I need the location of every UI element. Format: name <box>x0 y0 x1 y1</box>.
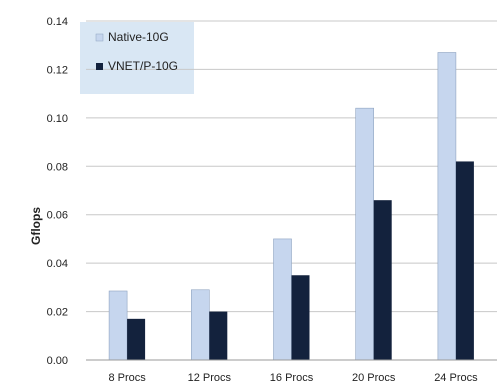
y-axis-label: Gflops <box>29 207 43 245</box>
y-tick-label: 0.10 <box>47 113 68 125</box>
bar-vnet-12-procs <box>209 311 228 360</box>
legend: Native-10G VNET/P-10G <box>95 30 178 73</box>
x-tick-label: 12 Procs <box>188 372 232 383</box>
bar-vnet-20-procs <box>373 200 392 360</box>
y-tick-label: 0.06 <box>47 210 68 222</box>
bar-vnet-24-procs <box>455 161 474 360</box>
y-tick-label: 0.04 <box>47 258 68 270</box>
legend-label-vnet: VNET/P-10G <box>108 59 178 73</box>
legend-swatch-vnet <box>96 63 103 70</box>
x-tick-label: 16 Procs <box>270 372 314 383</box>
bar-native-20-procs <box>355 107 375 361</box>
y-tick-label: 0.12 <box>47 64 68 76</box>
bar-native-24-procs <box>437 52 457 361</box>
bars <box>108 52 474 361</box>
legend-label-native: Native-10G <box>108 30 169 44</box>
bar-native-16-procs <box>273 238 292 361</box>
legend-swatch-native <box>95 33 104 42</box>
y-tick-label: 0.08 <box>47 161 68 173</box>
bar-vnet-16-procs <box>291 275 310 360</box>
x-tick-label: 20 Procs <box>352 372 396 383</box>
y-tick-label: 0.02 <box>47 307 68 319</box>
y-tick-label: 0.00 <box>47 355 68 367</box>
y-tick-labels: 0.00 0.02 0.04 0.06 0.08 0.10 0.12 0.14 <box>47 16 68 367</box>
x-tick-label: 8 Procs <box>108 372 146 383</box>
bar-native-12-procs <box>191 289 210 361</box>
y-tick-label: 0.14 <box>47 16 68 28</box>
bar-vnet-8-procs <box>127 318 146 360</box>
x-tick-labels: 8 Procs 12 Procs 16 Procs 20 Procs 24 Procs <box>108 372 478 383</box>
x-tick-label: 24 Procs <box>434 372 478 383</box>
bar-native-8-procs <box>108 290 128 361</box>
